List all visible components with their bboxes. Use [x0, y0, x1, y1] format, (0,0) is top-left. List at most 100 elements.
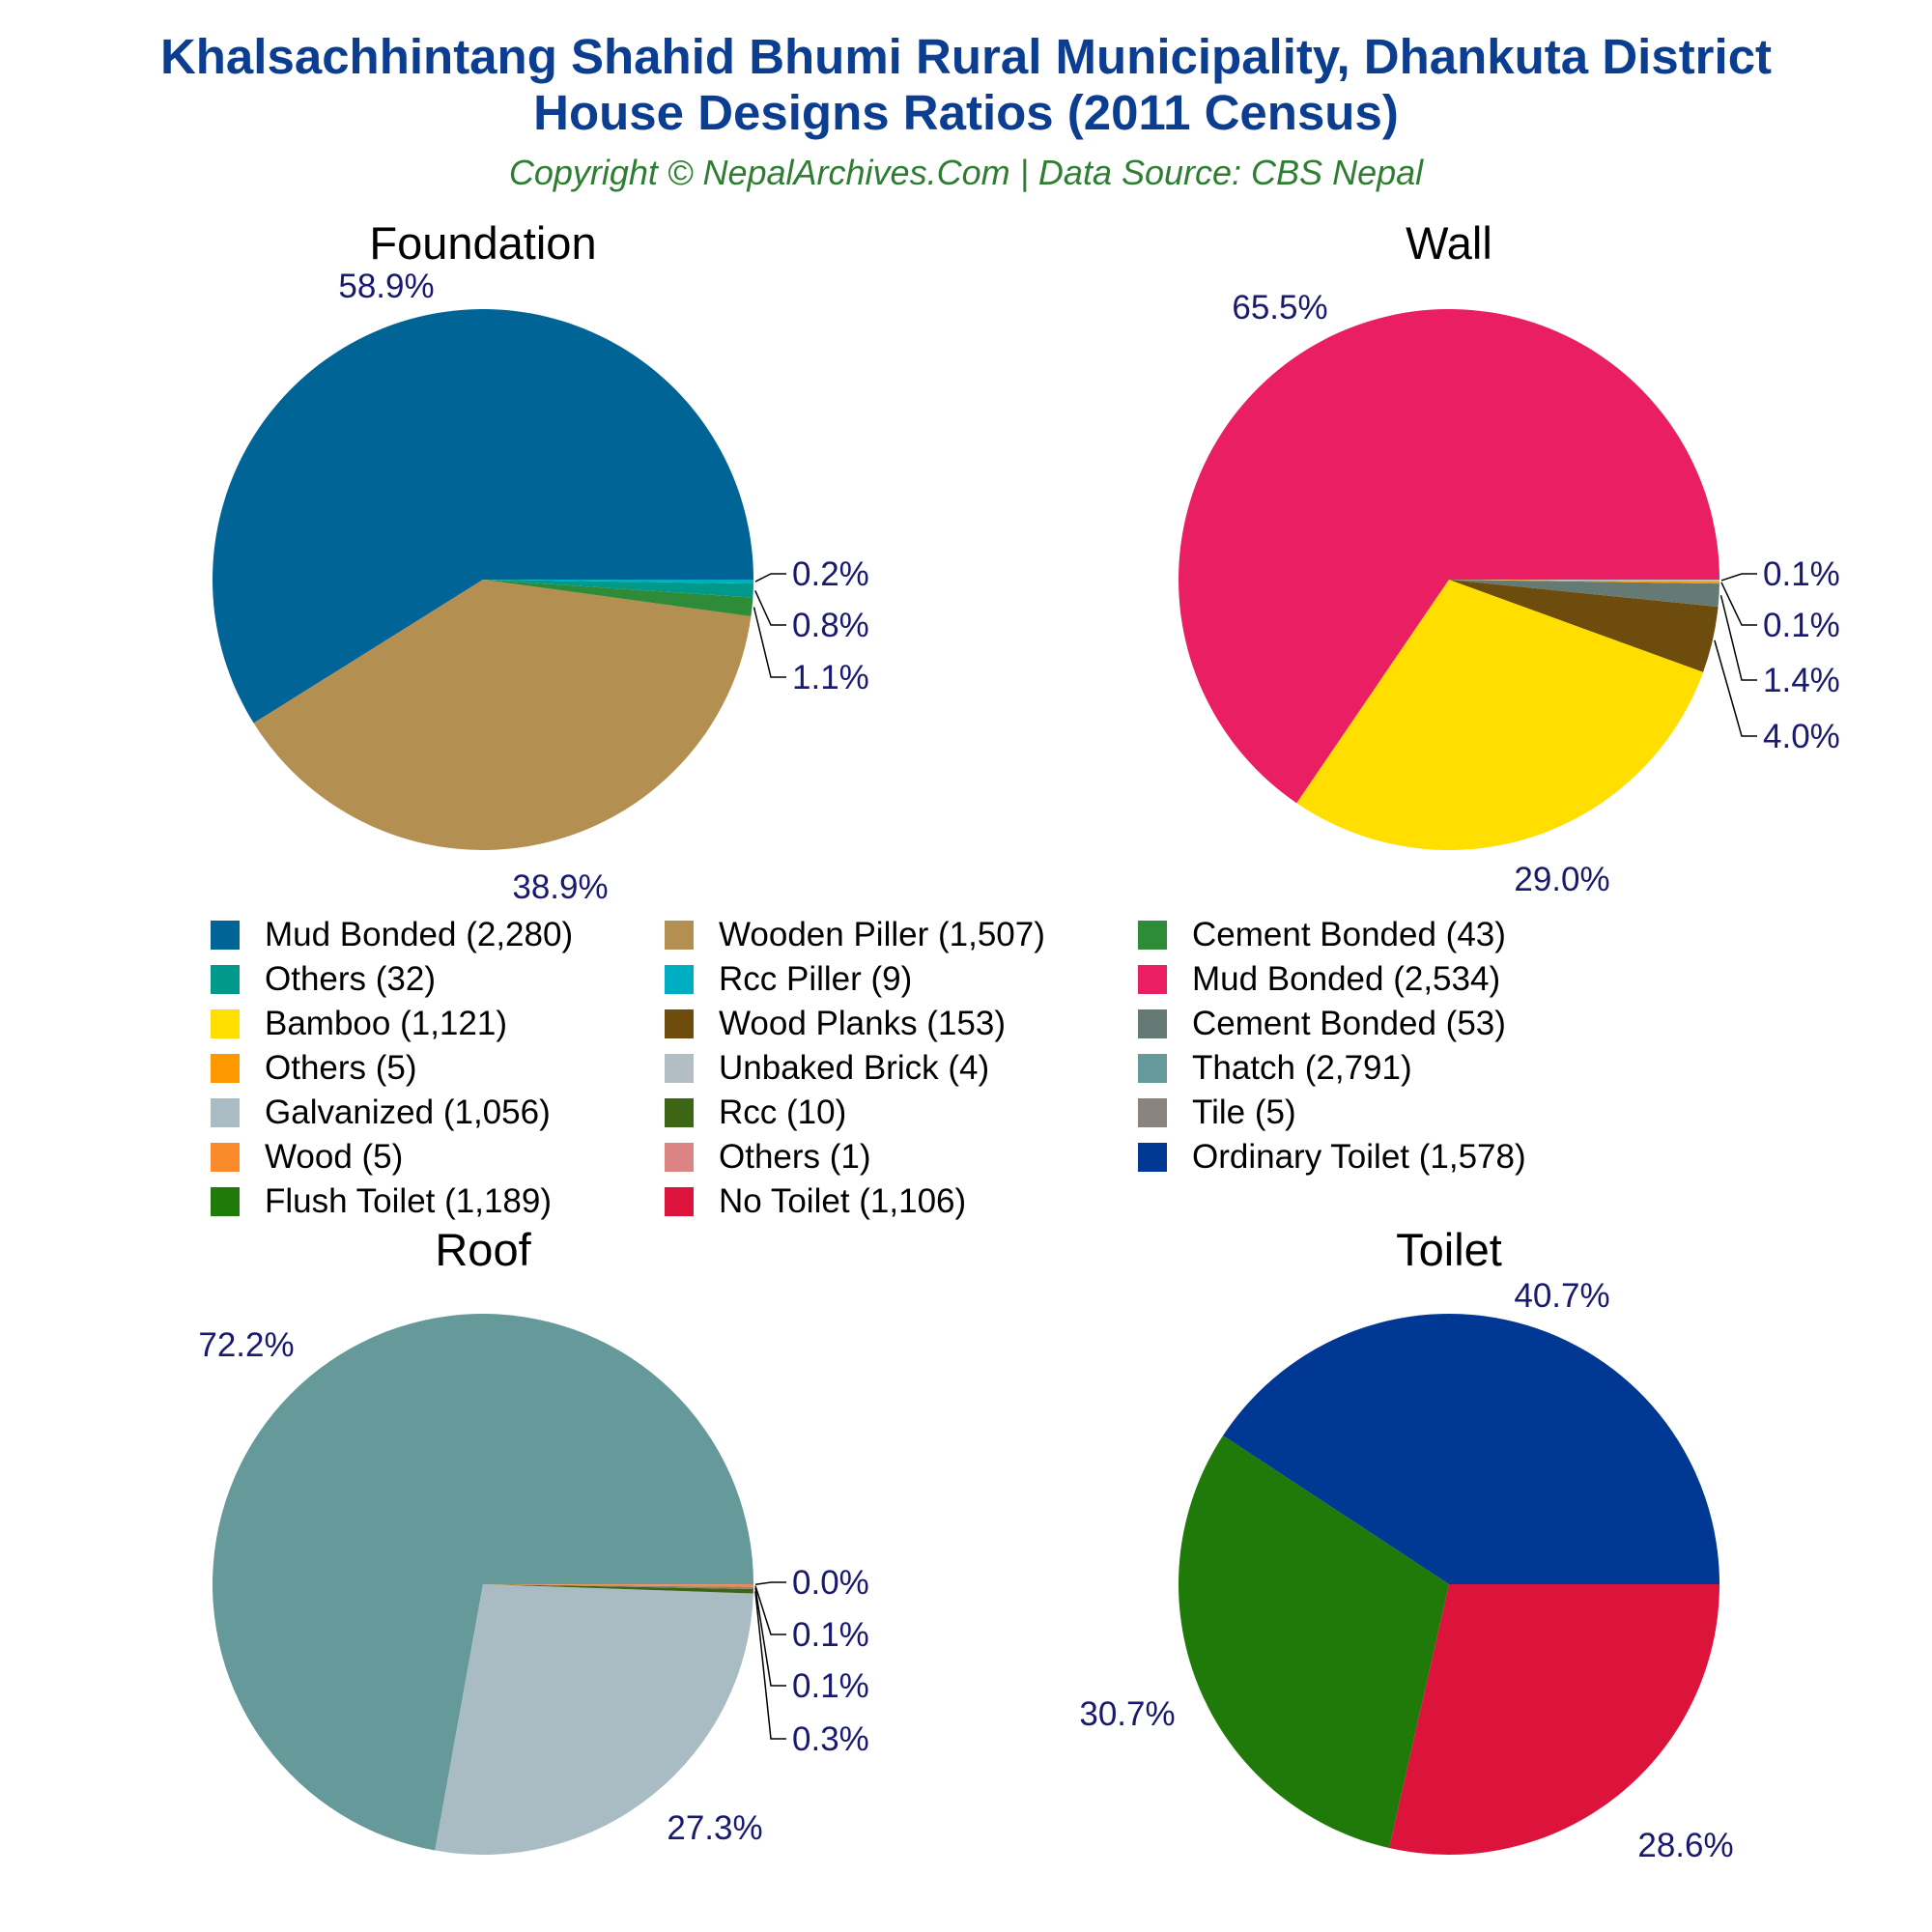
legend-swatch [1138, 1143, 1167, 1172]
pie-slice-toilet-0 [1223, 1313, 1719, 1584]
pie-slice-foundation-0 [213, 309, 753, 724]
pct-label: 58.9% [338, 268, 434, 305]
pie-title-roof: Roof [435, 1224, 531, 1275]
legend-swatch [1138, 965, 1167, 994]
pct-label: 0.1% [1763, 607, 1840, 644]
pct-label: 0.1% [1763, 555, 1840, 593]
leader-line [754, 573, 786, 582]
legend-label: Thatch (2,791) [1192, 1049, 1412, 1087]
pie-slice-roof-4 [483, 1584, 753, 1587]
pct-label: 0.1% [792, 1616, 869, 1654]
legend-label: Galvanized (1,056) [265, 1094, 551, 1131]
legend-label: Cement Bonded (43) [1192, 916, 1506, 953]
legend-swatch [665, 1054, 694, 1083]
pie-slice-wall-4 [1449, 580, 1719, 584]
pct-label: 1.1% [792, 659, 869, 696]
legend-item: Thatch (2,791) [1138, 1047, 1412, 1090]
pie-slice-wall-0 [1179, 309, 1719, 804]
pie-slice-roof-2 [483, 1584, 753, 1594]
legend-label: No Toilet (1,106) [719, 1182, 967, 1220]
legend-item: Others (1) [665, 1136, 871, 1179]
chart-title-line2: House Designs Ratios (2011 Census) [533, 85, 1399, 140]
legend-item: Cement Bonded (53) [1138, 1003, 1506, 1045]
pie-title-toilet: Toilet [1396, 1224, 1502, 1275]
pct-label: 28.6% [1637, 1827, 1733, 1864]
legend-label: Mud Bonded (2,280) [265, 916, 574, 953]
leader-line [753, 607, 786, 678]
legend-item: Others (5) [211, 1047, 417, 1090]
legend-label: Others (5) [265, 1049, 417, 1087]
legend-swatch [665, 921, 694, 950]
pie-slice-roof-3 [483, 1584, 753, 1590]
leader-line [754, 1587, 786, 1687]
pct-label: 0.2% [792, 555, 869, 593]
pct-label: 1.4% [1763, 662, 1840, 699]
legend-swatch [665, 1009, 694, 1038]
legend-label: Ordinary Toilet (1,578) [1192, 1138, 1526, 1176]
pct-label: 0.1% [792, 1667, 869, 1705]
pie-slice-wall-5 [1449, 580, 1719, 582]
legend-swatch [1138, 1054, 1167, 1083]
chart-subtitle: Copyright © NepalArchives.Com | Data Sou… [508, 153, 1424, 192]
legend-item: Wood (5) [211, 1136, 403, 1179]
legend-item: Others (32) [211, 958, 436, 1001]
legend-item: Unbaked Brick (4) [665, 1047, 989, 1090]
pct-label: 30.7% [1079, 1695, 1175, 1733]
pct-label: 40.7% [1514, 1277, 1609, 1315]
pie-slice-wall-2 [1449, 580, 1719, 672]
legend-item: Cement Bonded (43) [1138, 914, 1506, 956]
legend-item: Wood Planks (153) [665, 1003, 1006, 1045]
legend-label: Bamboo (1,121) [265, 1005, 507, 1042]
legend-item: Tile (5) [1138, 1092, 1296, 1134]
legend-label: Rcc (10) [719, 1094, 847, 1131]
pie-title-foundation: Foundation [369, 217, 596, 269]
legend-item: Mud Bonded (2,280) [211, 914, 573, 956]
legend-item: Rcc Piller (9) [665, 958, 912, 1001]
leader-line [1714, 639, 1757, 737]
legend-item: Ordinary Toilet (1,578) [1138, 1136, 1526, 1179]
pct-label: 29.0% [1514, 861, 1609, 898]
leader-line [754, 590, 786, 626]
legend-swatch [665, 1098, 694, 1127]
legend-swatch [211, 1187, 240, 1216]
legend-label: Rcc Piller (9) [719, 960, 913, 998]
pie-title-wall: Wall [1406, 217, 1492, 269]
leader-line [754, 1581, 786, 1585]
legend-swatch [665, 1143, 694, 1172]
legend-label: Wood (5) [265, 1138, 404, 1176]
leader-line [1720, 582, 1757, 626]
legend-swatch [211, 1098, 240, 1127]
leader-line [1720, 573, 1757, 582]
legend-swatch [211, 1143, 240, 1172]
legend-label: Mud Bonded (2,534) [1192, 960, 1501, 998]
legend-label: Wood Planks (153) [719, 1005, 1007, 1042]
legend-label: Others (32) [265, 960, 436, 998]
legend-item: No Toilet (1,106) [665, 1180, 966, 1223]
legend-label: Wooden Piller (1,507) [719, 916, 1045, 953]
legend-swatch [211, 1009, 240, 1038]
leader-line [1719, 595, 1757, 681]
legend-label: Tile (5) [1192, 1094, 1296, 1131]
pct-label: 0.8% [792, 607, 869, 644]
leader-line [754, 1585, 786, 1635]
legend-label: Flush Toilet (1,189) [265, 1182, 553, 1220]
pct-label: 72.2% [198, 1326, 294, 1364]
pie-slice-foundation-2 [483, 580, 753, 617]
chart-title-line1: Khalsachhintang Shahid Bhumi Rural Munic… [159, 29, 1773, 84]
legend-swatch [211, 965, 240, 994]
pie-slice-roof-1 [435, 1584, 753, 1855]
legend-swatch [1138, 1098, 1167, 1127]
pie-slice-wall-1 [1296, 580, 1704, 850]
pie-slice-foundation-3 [483, 580, 753, 598]
pie-slice-foundation-4 [483, 580, 753, 584]
leader-line [754, 1591, 786, 1740]
pie-slice-roof-0 [213, 1314, 754, 1851]
pct-label: 0.0% [792, 1564, 869, 1602]
legend-swatch [211, 921, 240, 950]
legend-item: Rcc (10) [665, 1092, 846, 1134]
legend-item: Wooden Piller (1,507) [665, 914, 1045, 956]
pie-slice-foundation-1 [253, 580, 752, 851]
pie-slice-toilet-2 [1388, 1584, 1719, 1855]
